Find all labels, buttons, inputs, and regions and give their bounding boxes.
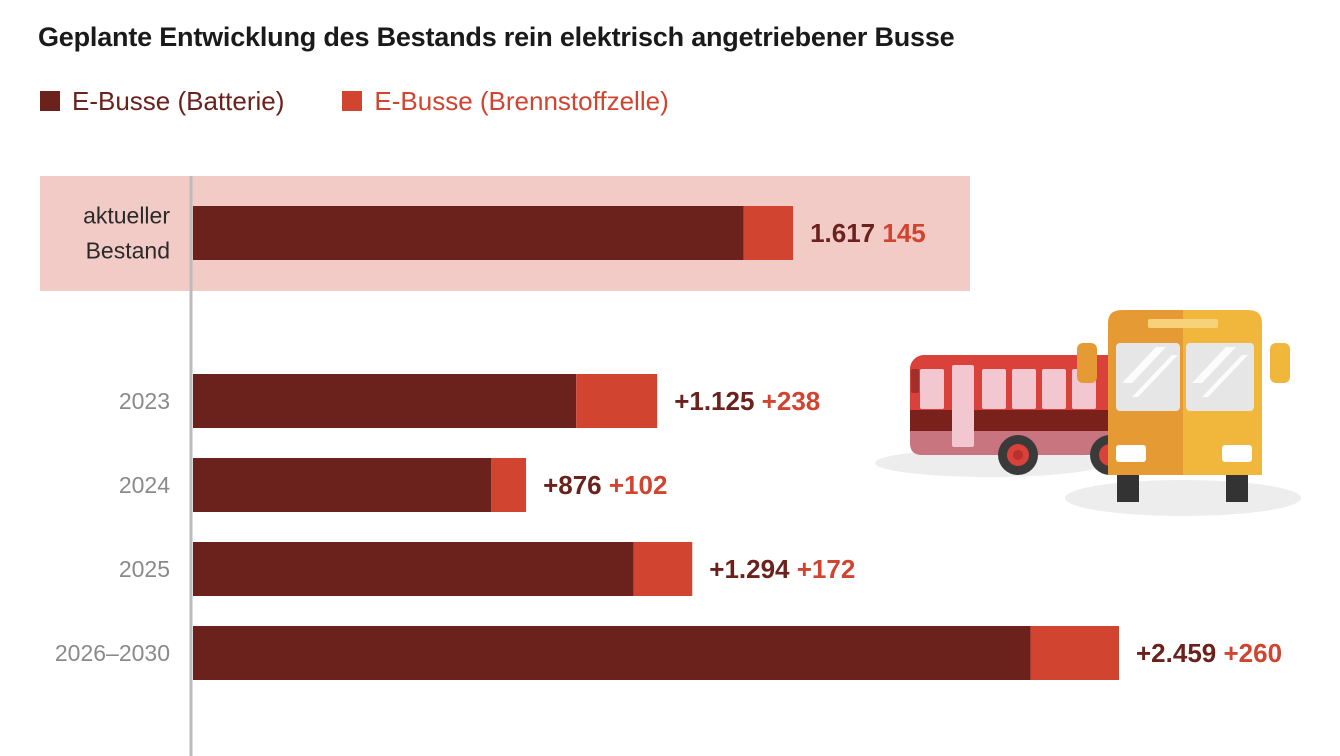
category-label-line: 2026–2030 (55, 640, 170, 666)
bus-icon (875, 310, 1301, 516)
value-label-fuelcell: +260 (1223, 638, 1282, 668)
value-label: +1.125 +238 (674, 386, 820, 416)
category-label: 2025 (119, 556, 170, 582)
value-label-fuelcell: +172 (797, 554, 856, 584)
category-label-line: 2024 (119, 472, 170, 498)
value-label-fuelcell: 145 (882, 218, 925, 248)
value-label-battery: 1.617 (810, 218, 882, 248)
legend-label-battery: E-Busse (Batterie) (72, 85, 285, 116)
legend-item-fuelcell: E-Busse (Brennstoffzelle) (342, 85, 669, 117)
category-label: 2023 (119, 388, 170, 414)
legend-label-fuelcell: E-Busse (Brennstoffzelle) (374, 85, 669, 116)
bar-battery (193, 458, 492, 512)
value-label-fuelcell: +102 (609, 470, 668, 500)
bar-fuelcell (743, 206, 794, 260)
value-label-battery: +876 (543, 470, 609, 500)
value-label-fuelcell: +238 (762, 386, 821, 416)
value-label-battery: +1.125 (674, 386, 761, 416)
value-label-battery: +2.459 (1136, 638, 1223, 668)
bar-fuelcell (1030, 626, 1119, 680)
value-label-battery: +1.294 (709, 554, 796, 584)
bar-battery (193, 374, 577, 428)
category-label-line: aktueller (83, 203, 170, 229)
bar-battery (193, 542, 634, 596)
category-label-line: 2025 (119, 556, 170, 582)
value-label: +1.294 +172 (709, 554, 855, 584)
legend-swatch-fuelcell (342, 91, 363, 111)
bar-battery (193, 206, 744, 260)
value-label: +2.459 +260 (1136, 638, 1282, 668)
chart-title: Geplante Entwicklung des Bestands rein e… (38, 22, 955, 52)
value-label: 1.617 145 (810, 218, 926, 248)
category-label: aktueller Bestand (83, 203, 170, 264)
chart-legend: E-Busse (Batterie) E-Busse (Brennstoffze… (40, 84, 727, 118)
category-label: 2024 (119, 472, 170, 498)
bar-fuelcell (576, 374, 658, 428)
bar-fuelcell (491, 458, 527, 512)
legend-item-battery: E-Busse (Batterie) (40, 86, 284, 117)
category-label-line: Bestand (86, 238, 170, 264)
bar-battery (193, 626, 1031, 680)
category-label: 2026–2030 (55, 640, 170, 666)
bar-fuelcell (633, 542, 693, 596)
category-label-line: 2023 (119, 388, 170, 414)
value-label: +876 +102 (543, 470, 667, 500)
legend-swatch-battery (40, 91, 60, 111)
